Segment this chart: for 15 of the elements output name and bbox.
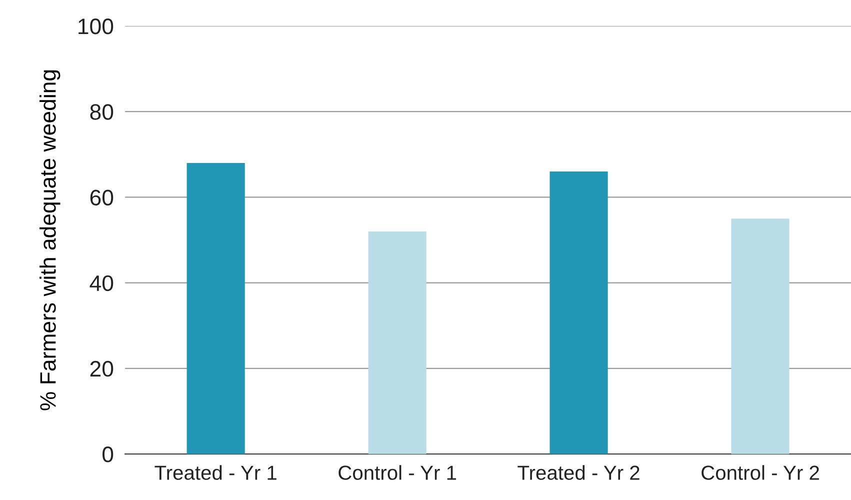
bar <box>731 218 790 454</box>
bar <box>550 172 608 454</box>
y-tick-label: 0 <box>102 446 114 462</box>
x-tick-label: Treated - Yr 2 <box>518 465 640 480</box>
y-axis-title: % Farmers with adequate weeding <box>40 70 60 410</box>
x-tick-label: Control - Yr 1 <box>338 465 456 480</box>
x-tick-label: Treated - Yr 1 <box>154 465 276 480</box>
y-tick-label: 100 <box>78 18 114 34</box>
bar <box>186 162 245 454</box>
bar <box>368 231 426 454</box>
y-tick-label: 60 <box>90 190 114 206</box>
y-tick-label: 40 <box>90 275 114 292</box>
y-tick-label: 80 <box>90 104 114 120</box>
y-tick-label: 20 <box>90 360 114 377</box>
x-tick-label: Control - Yr 2 <box>702 465 819 480</box>
